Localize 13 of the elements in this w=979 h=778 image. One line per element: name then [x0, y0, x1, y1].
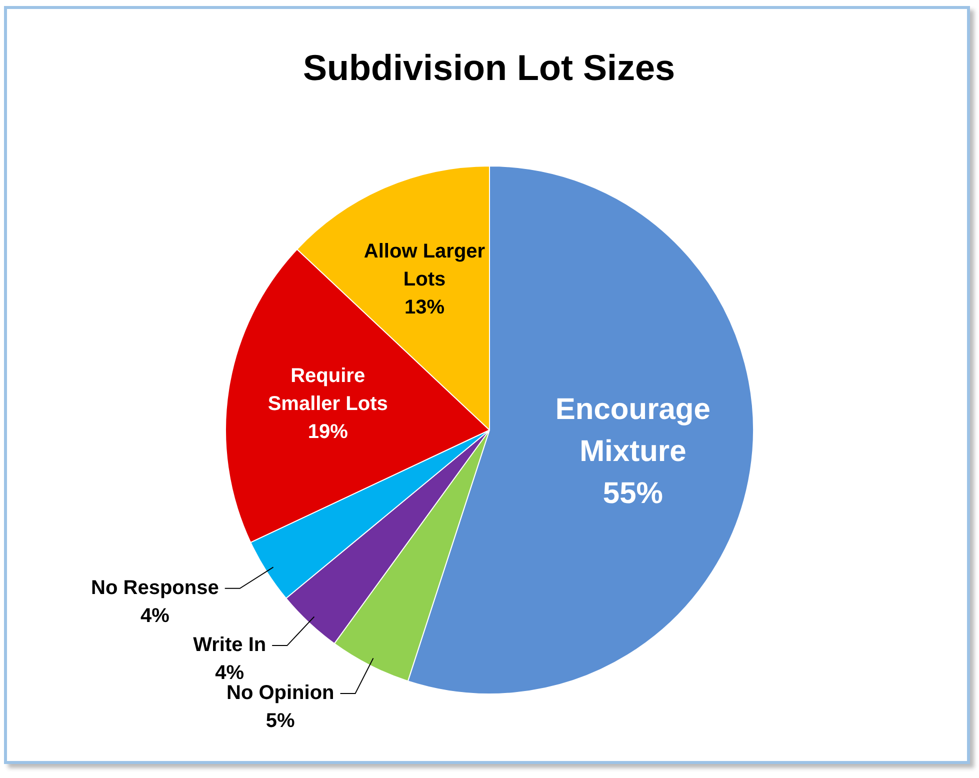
slice-label: No Response: [91, 576, 219, 599]
slice-label: Allow Larger Lots: [364, 240, 486, 290]
data-label: 55%: [602, 476, 663, 510]
data-label: 5%: [266, 710, 296, 732]
slice-label: Write In: [193, 634, 266, 656]
chart-title: Subdivision Lot Sizes: [302, 46, 676, 88]
data-label: 19%: [308, 420, 348, 443]
slice-label: Encourage Mixture: [555, 392, 710, 468]
data-label: 4%: [215, 662, 244, 684]
data-label: 4%: [140, 604, 170, 627]
slice-label: No Opinion: [226, 682, 334, 704]
slice-label: Require Smaller Lots: [268, 364, 388, 415]
data-label: 13%: [404, 296, 445, 318]
